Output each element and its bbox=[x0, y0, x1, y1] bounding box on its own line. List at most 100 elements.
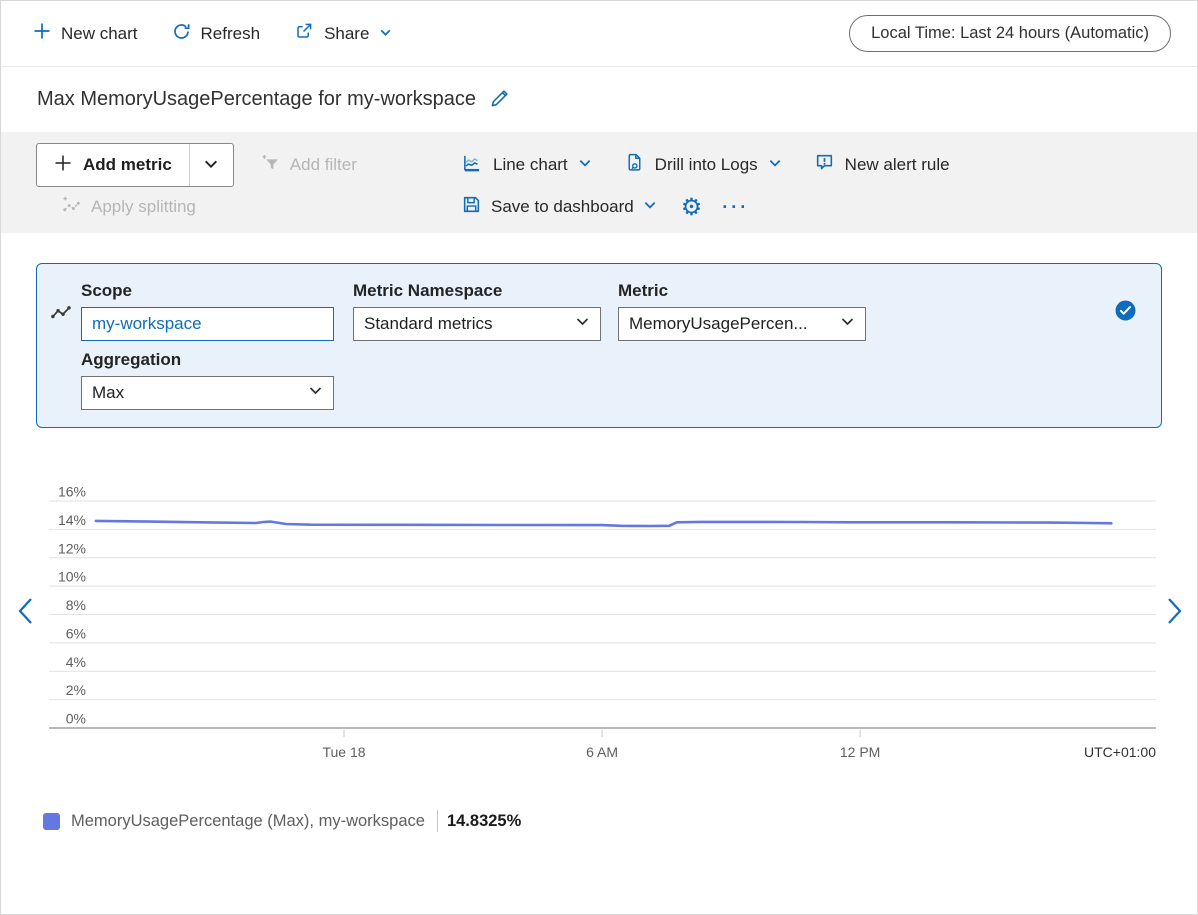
drill-into-logs-button[interactable]: Drill into Logs bbox=[624, 152, 782, 178]
save-icon bbox=[461, 194, 482, 220]
chart-title-row: Max MemoryUsagePercentage for my-workspa… bbox=[1, 67, 1197, 132]
new-alert-rule-label: New alert rule bbox=[844, 155, 950, 174]
document-link-icon bbox=[624, 152, 645, 178]
save-to-dashboard-button[interactable]: Save to dashboard bbox=[461, 194, 657, 220]
refresh-button[interactable]: Refresh bbox=[172, 22, 260, 46]
chevron-down-icon bbox=[308, 383, 323, 403]
namespace-select[interactable]: Standard metrics bbox=[353, 307, 601, 341]
chart-actions-group: Line chart Drill into Logs New alert rul… bbox=[461, 152, 982, 179]
save-actions-group: Save to dashboard ⚙ ··· bbox=[461, 194, 749, 220]
scope-input[interactable]: my-workspace bbox=[81, 307, 334, 341]
chevron-down-icon bbox=[379, 24, 392, 44]
metric-field: Metric MemoryUsagePercen... bbox=[618, 281, 866, 341]
aggregation-value: Max bbox=[92, 383, 125, 402]
chevron-down-icon bbox=[578, 155, 592, 175]
scope-label: Scope bbox=[81, 281, 133, 300]
chart-area: 0% 2% 4% 6% 8% 10% 12% 14% 16% Tue 18 6 AM 12 PM UTC… bbox=[1, 483, 1197, 783]
gear-icon: ⚙ bbox=[680, 193, 703, 221]
svg-text:0%: 0% bbox=[66, 711, 86, 727]
metrics-line-chart: 0% 2% 4% 6% 8% 10% 12% 14% 16% Tue 18 6 AM 12 PM UTC… bbox=[49, 484, 1156, 760]
plus-icon bbox=[33, 22, 51, 45]
add-filter-label: Add filter bbox=[289, 155, 357, 174]
chart-type-button[interactable]: Line chart bbox=[461, 152, 592, 179]
pan-left-button[interactable] bbox=[9, 591, 43, 633]
chevron-left-icon bbox=[13, 597, 39, 631]
share-label: Share bbox=[324, 23, 370, 43]
top-command-bar: New chart Refresh Share Local Time: Last… bbox=[1, 1, 1197, 67]
svg-text:Tue 18: Tue 18 bbox=[322, 744, 365, 760]
svg-text:14%: 14% bbox=[58, 512, 86, 528]
share-icon bbox=[294, 21, 314, 46]
top-command-bar-left: New chart Refresh Share bbox=[33, 21, 392, 46]
apply-splitting-button: Apply splitting bbox=[61, 194, 196, 220]
chevron-down-icon bbox=[575, 314, 590, 334]
namespace-value: Standard metrics bbox=[364, 314, 493, 333]
chevron-down-icon bbox=[203, 156, 219, 175]
new-alert-rule-button[interactable]: New alert rule bbox=[814, 152, 950, 178]
add-metric-label: Add metric bbox=[83, 155, 172, 174]
series-latest-value: 14.8325% bbox=[446, 811, 522, 830]
metric-label: Metric bbox=[618, 281, 669, 300]
ellipsis-icon: ··· bbox=[722, 196, 750, 217]
svg-text:6%: 6% bbox=[66, 625, 86, 641]
toolbar-row1-right: Line chart Drill into Logs New alert rul… bbox=[461, 143, 1197, 187]
more-options-button[interactable]: ··· bbox=[722, 197, 749, 218]
svg-text:8%: 8% bbox=[66, 597, 86, 613]
svg-text:12%: 12% bbox=[58, 540, 86, 556]
svg-text:4%: 4% bbox=[66, 654, 86, 670]
metric-value: MemoryUsagePercen... bbox=[629, 314, 808, 333]
edit-title-button[interactable] bbox=[489, 88, 510, 112]
metric-definition-panel[interactable]: Scope my-workspace Metric Namespace Stan… bbox=[36, 263, 1162, 428]
svg-text:6 AM: 6 AM bbox=[586, 744, 618, 760]
svg-text:2%: 2% bbox=[66, 682, 86, 698]
pan-right-button[interactable] bbox=[1157, 591, 1191, 633]
legend-divider bbox=[436, 810, 438, 832]
aggregation-field: Aggregation Max bbox=[81, 350, 336, 410]
alert-bubble-icon bbox=[814, 152, 835, 178]
chart-type-label: Line chart bbox=[493, 155, 568, 174]
add-metric-split-button[interactable]: Add metric bbox=[36, 143, 234, 187]
scope-field: Scope my-workspace bbox=[81, 281, 336, 341]
chart-settings-button[interactable]: ⚙ bbox=[681, 195, 703, 219]
chart-legend[interactable]: MemoryUsagePercentage (Max), my-workspac… bbox=[43, 810, 1197, 832]
line-chart-icon bbox=[461, 152, 483, 179]
aggregation-select[interactable]: Max bbox=[81, 376, 334, 410]
activity-icon bbox=[50, 301, 73, 329]
namespace-label: Metric Namespace bbox=[353, 281, 503, 300]
metric-fields: Scope my-workspace Metric Namespace Stan… bbox=[81, 281, 1161, 410]
toolbar-row1-left: Add metric Add filter bbox=[36, 143, 461, 187]
chevron-down-icon bbox=[840, 314, 855, 334]
toolbar-row2-right: Save to dashboard ⚙ ··· bbox=[461, 194, 1197, 220]
add-metric-dropdown-button[interactable] bbox=[188, 144, 233, 186]
metric-select[interactable]: MemoryUsagePercen... bbox=[618, 307, 866, 341]
metric-valid-check-icon bbox=[1115, 300, 1136, 326]
drill-into-logs-label: Drill into Logs bbox=[654, 155, 758, 174]
pencil-icon bbox=[489, 88, 510, 112]
refresh-icon bbox=[172, 22, 191, 46]
toolbar-row2-left: Apply splitting bbox=[36, 194, 461, 220]
svg-text:UTC+01:00: UTC+01:00 bbox=[1084, 744, 1156, 760]
add-metric-button[interactable]: Add metric bbox=[37, 144, 189, 186]
svg-text:10%: 10% bbox=[58, 569, 86, 585]
svg-text:16%: 16% bbox=[58, 484, 86, 500]
new-chart-button[interactable]: New chart bbox=[33, 22, 138, 45]
apply-splitting-label: Apply splitting bbox=[91, 197, 196, 216]
save-to-dashboard-label: Save to dashboard bbox=[491, 197, 634, 216]
time-range-picker[interactable]: Local Time: Last 24 hours (Automatic) bbox=[849, 15, 1171, 52]
split-plus-icon bbox=[61, 194, 82, 220]
add-filter-button: Add filter bbox=[260, 152, 357, 178]
share-button[interactable]: Share bbox=[294, 21, 392, 46]
plus-icon bbox=[54, 154, 72, 177]
chart-title: Max MemoryUsagePercentage for my-workspa… bbox=[37, 88, 477, 110]
namespace-field: Metric Namespace Standard metrics bbox=[353, 281, 601, 341]
chevron-down-icon bbox=[643, 197, 657, 217]
svg-text:12 PM: 12 PM bbox=[840, 744, 880, 760]
series-label: MemoryUsagePercentage (Max), my-workspac… bbox=[71, 811, 425, 830]
aggregation-label: Aggregation bbox=[81, 350, 182, 369]
filter-plus-icon bbox=[260, 152, 281, 178]
new-chart-label: New chart bbox=[61, 23, 138, 43]
series-color-swatch bbox=[43, 812, 60, 830]
chevron-right-icon bbox=[1161, 597, 1187, 631]
chevron-down-icon bbox=[768, 155, 782, 175]
